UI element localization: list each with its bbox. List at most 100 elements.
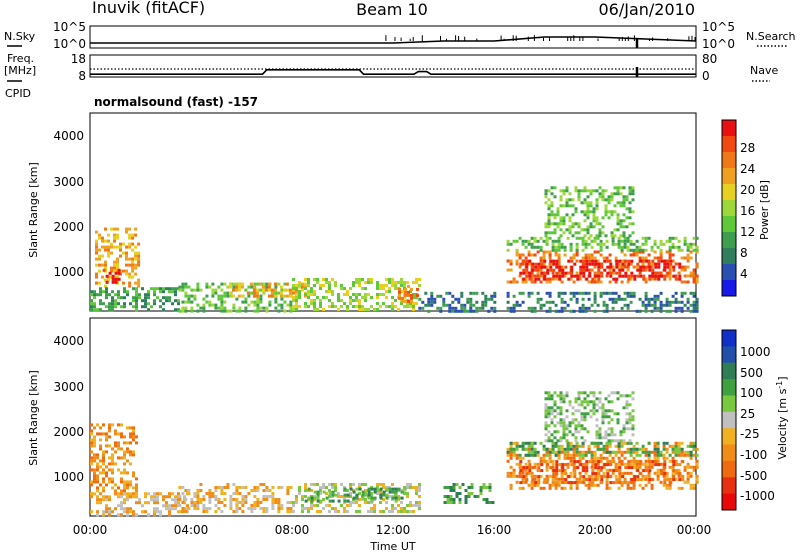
velocity-cell-r6: [677, 441, 681, 445]
velocity-cell-r8: [611, 450, 615, 454]
velocity-cell-r5: [470, 486, 474, 489]
velocity-cell-r9: [559, 421, 563, 425]
velocity-cell-r0: [105, 438, 108, 442]
power-cell-r6: [410, 296, 413, 300]
power-cell-r3: [196, 309, 200, 313]
velocity-cell-r9: [625, 421, 629, 425]
velocity-cell-r7: [519, 469, 523, 473]
velocity-cell-r7: [594, 463, 598, 467]
power-cell-r10: [506, 248, 510, 252]
velocity-cell-r3: [355, 510, 358, 513]
velocity-cell-r9: [622, 430, 626, 434]
power-cell-r10: [587, 236, 591, 240]
power-cell-r9: [603, 259, 607, 263]
power-cell-r9: [588, 271, 592, 275]
power-cell-r5: [403, 281, 406, 284]
power-cell-r4: [246, 291, 250, 295]
velocity-cell-r3: [409, 501, 412, 504]
velocity-cell-r6: [521, 456, 525, 460]
power-cell-r8: [542, 253, 546, 257]
velocity-cell-r9: [556, 406, 560, 410]
power-cell-r2: [135, 287, 138, 291]
velocity-cell-r9: [559, 418, 563, 422]
velocity-cell-r2: [220, 501, 224, 504]
velocity-cell-r8: [659, 450, 663, 454]
power-cell-r12: [616, 228, 620, 232]
power-cell-r4: [294, 288, 298, 292]
velocity-cell-r3: [352, 483, 355, 486]
power-cell-r12: [556, 225, 560, 229]
power-cell-r2: [165, 296, 168, 300]
power-cell-r12: [595, 234, 599, 238]
power-cell-r9: [678, 274, 682, 278]
power-cell-r5: [346, 308, 349, 311]
power-cell-r5: [322, 278, 325, 281]
power-cell-r0: [119, 242, 122, 246]
velocity-cell-r7: [603, 463, 607, 467]
power-cell-r0: [104, 278, 107, 282]
velocity-cell-r8: [632, 447, 636, 451]
power-cell-r3: [256, 300, 260, 304]
velocity-cell-r3: [382, 486, 385, 489]
power-cell-r8: [602, 256, 606, 260]
velocity-cell-r9: [562, 427, 566, 431]
velocity-cell-r6: [536, 483, 540, 487]
velocity-cell-r9: [589, 409, 593, 413]
power-cell-r0: [98, 233, 101, 237]
power-cell-r10: [653, 239, 657, 243]
power-cell-r5: [376, 308, 379, 311]
velocity-cell-r6: [692, 468, 696, 472]
velocity-cell-r3: [403, 510, 406, 513]
power-cell-r11: [512, 306, 516, 310]
power-cell-r8: [536, 271, 540, 275]
velocity-cell-r6: [572, 453, 576, 457]
power-cell-r10: [611, 239, 615, 243]
velocity-cell-r4: [307, 496, 311, 500]
power-cell-r8: [638, 271, 642, 275]
power-cell-r5: [394, 281, 397, 284]
beam-title: Beam 10: [356, 0, 428, 19]
power-cell-r9: [606, 259, 610, 263]
velocity-cell-r0: [132, 450, 135, 454]
velocity-cell-r6: [524, 462, 528, 466]
velocity-cell-r9: [598, 430, 602, 434]
velocity-cell-r9: [628, 403, 632, 407]
power-cell-r3: [184, 291, 188, 295]
velocity-cell-r2: [277, 501, 281, 504]
velocity-cell-r0: [99, 459, 102, 463]
velocity-cell-r5: [464, 495, 468, 498]
power-cell-r7: [487, 297, 491, 301]
velocity-cell-r2: [256, 504, 260, 507]
velocity-cell-r1: [108, 498, 111, 502]
power-cell-r3: [289, 306, 293, 310]
power-cell-r8: [683, 265, 687, 269]
power-cell-r9: [525, 274, 529, 278]
power-cell-r9: [597, 262, 601, 266]
velocity-cell-r3: [304, 489, 307, 492]
velocity-cell-r8: [641, 444, 645, 448]
velocity-cell-r1: [144, 510, 147, 514]
velocity-cell-r2: [223, 486, 227, 489]
velocity-cell-r0: [132, 438, 135, 442]
power-cell-r9: [642, 274, 646, 278]
power-cell-r9: [543, 277, 547, 281]
power-cell-r8: [545, 280, 549, 284]
power-cell-r0: [134, 254, 138, 258]
velocity-cell-r8: [515, 444, 519, 448]
velocity-cell-r7: [639, 478, 643, 482]
power-cell-r8: [548, 256, 552, 260]
power-cell-r2: [159, 305, 162, 309]
power-cell-r0: [137, 260, 141, 264]
power-cell-r3: [184, 300, 188, 304]
velocity-cell-r7: [597, 472, 601, 476]
velocity-cell-r3: [370, 495, 373, 498]
power-cell-r12: [574, 222, 578, 226]
velocity-cell-r2: [178, 504, 182, 507]
velocity-cell-r7: [636, 466, 640, 470]
velocity-cell-r9: [598, 436, 602, 440]
velocity-cell-r8: [677, 447, 681, 451]
power-cell-r8: [572, 256, 576, 260]
power-cell-r12: [559, 216, 563, 220]
power-cell-r12: [577, 231, 581, 235]
power-cell-r12: [568, 231, 572, 235]
